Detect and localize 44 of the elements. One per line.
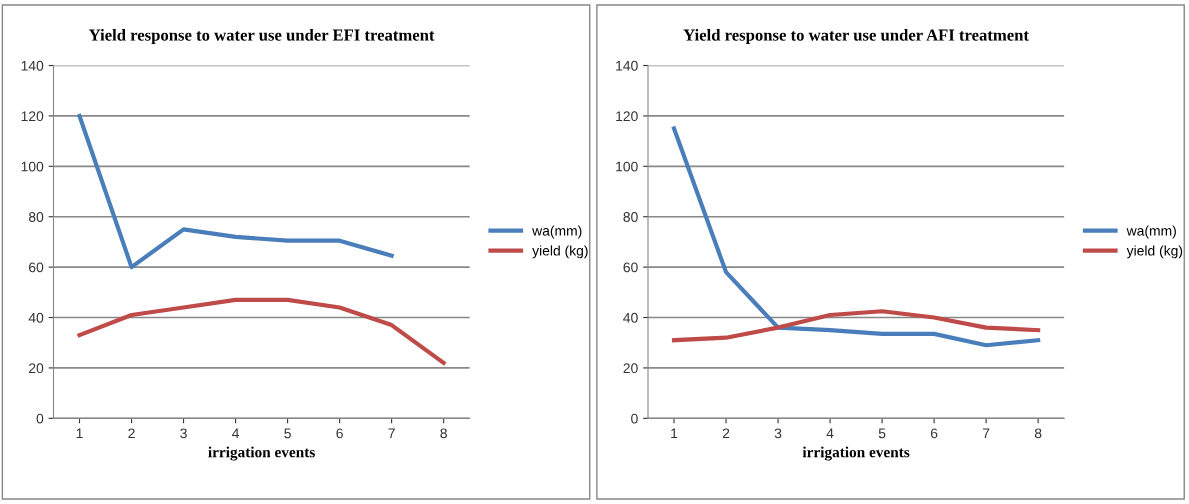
y-tick-label: 120 xyxy=(21,111,44,122)
chart-title: Yield response to water use under AFI treatment xyxy=(683,28,1029,45)
x-tick-label: 3 xyxy=(180,428,187,439)
y-tick-label: 80 xyxy=(623,212,638,222)
legend-label: yield (kg) xyxy=(532,245,588,259)
y-tick-label: 20 xyxy=(623,363,638,374)
x-tick-label: 7 xyxy=(388,428,395,439)
x-axis-title: irrigation events xyxy=(802,446,910,461)
y-tick-label: 140 xyxy=(21,60,44,71)
x-tick-label: 4 xyxy=(826,428,834,439)
y-tick-label: 120 xyxy=(616,111,638,122)
y-tick-label: 20 xyxy=(29,363,44,374)
line-series xyxy=(671,309,1041,343)
x-tick-label: 2 xyxy=(722,428,730,439)
x-tick-label: 6 xyxy=(336,428,343,439)
x-tick-label: 6 xyxy=(930,428,938,439)
y-tick-label: 60 xyxy=(29,262,44,273)
y-tick-label: 0 xyxy=(631,413,638,424)
y-tick-label: 60 xyxy=(623,262,638,273)
line-series xyxy=(77,113,394,270)
x-tick-label: 3 xyxy=(774,428,782,439)
legend-label: wa(mm) xyxy=(532,225,582,239)
legend-label: wa(mm) xyxy=(1126,225,1176,239)
y-tick-label: 40 xyxy=(28,312,44,323)
y-tick-label: 100 xyxy=(616,161,638,172)
legend-label: yield (kg) xyxy=(1126,245,1183,259)
x-tick-label: 8 xyxy=(1034,428,1042,439)
y-tick-label: 80 xyxy=(28,212,44,222)
line-series xyxy=(77,297,446,365)
chart-title: Yield response to water use under EFI treatment xyxy=(88,28,435,45)
x-tick-label: 4 xyxy=(232,428,240,439)
x-axis-title: irrigation events xyxy=(208,446,315,461)
x-tick-label: 5 xyxy=(878,428,886,439)
x-tick-label: 5 xyxy=(284,428,291,439)
line-series xyxy=(671,126,1041,348)
x-tick-label: 7 xyxy=(982,428,990,439)
x-tick-label: 8 xyxy=(440,428,447,439)
y-tick-label: 100 xyxy=(21,161,44,172)
x-tick-label: 2 xyxy=(128,428,135,439)
x-tick-label: 1 xyxy=(671,428,678,439)
x-tick-label: 1 xyxy=(76,428,83,439)
y-tick-label: 40 xyxy=(623,312,638,323)
y-tick-label: 0 xyxy=(36,413,44,424)
y-tick-label: 140 xyxy=(616,60,638,71)
